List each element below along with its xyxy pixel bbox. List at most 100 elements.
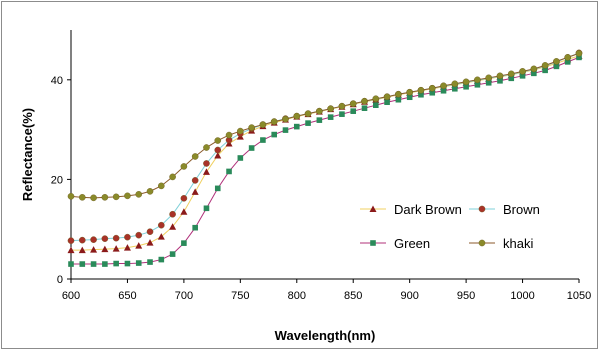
data-point [157, 233, 165, 240]
series-green [68, 54, 582, 267]
data-point [112, 234, 120, 242]
data-point [135, 242, 143, 249]
data-point [541, 62, 549, 69]
data-point [542, 67, 548, 74]
data-point [259, 121, 267, 128]
data-point [90, 246, 98, 253]
data-point [418, 91, 424, 98]
data-point [474, 76, 481, 84]
series-line [71, 56, 580, 265]
data-point [553, 58, 560, 65]
data-point [293, 123, 300, 130]
data-point [575, 50, 583, 57]
data-point [383, 93, 391, 101]
data-point [214, 137, 222, 144]
data-point [248, 124, 255, 131]
data-point [135, 231, 143, 239]
data-point [79, 261, 86, 267]
data-point [226, 168, 232, 175]
data-point [214, 151, 222, 159]
data-point [169, 173, 176, 181]
legend-marker [369, 205, 377, 212]
data-point [553, 63, 560, 70]
data-point [305, 120, 311, 126]
data-point [203, 205, 210, 212]
legend: Dark Brown Brown Green khaki [360, 202, 540, 251]
data-point [462, 78, 470, 86]
data-point [181, 240, 187, 246]
data-point [202, 168, 210, 175]
data-point [214, 146, 222, 154]
data-point [191, 188, 199, 195]
data-point [67, 246, 75, 254]
data-point [293, 112, 301, 120]
y-tick-label: 0 [57, 274, 63, 286]
data-point [350, 108, 357, 114]
data-point [361, 105, 368, 111]
data-point [146, 228, 154, 235]
data-point [214, 185, 221, 192]
x-tick-label: 850 [344, 290, 362, 302]
data-point [508, 75, 515, 82]
data-point [67, 237, 75, 244]
data-point [158, 221, 165, 229]
data-point [90, 236, 97, 243]
data-point [327, 114, 334, 120]
data-point [270, 118, 278, 125]
series-line [70, 52, 580, 199]
legend-marker [478, 205, 486, 213]
data-point [237, 155, 244, 161]
series-dark-brown [67, 52, 583, 254]
data-point [146, 239, 154, 246]
data-point [282, 115, 289, 123]
data-point [338, 102, 346, 110]
data-point [102, 261, 108, 267]
data-point [203, 144, 210, 151]
data-point [147, 259, 153, 265]
legend-item-brown: Brown [469, 202, 540, 217]
data-point [316, 107, 323, 115]
data-point [497, 77, 503, 84]
data-point [67, 193, 75, 200]
data-point [417, 86, 425, 94]
data-point [112, 245, 120, 252]
data-point [169, 251, 176, 257]
data-point [327, 105, 334, 112]
data-point [169, 210, 176, 218]
data-point [372, 95, 380, 103]
data-point [237, 127, 244, 135]
series-khaki [67, 50, 583, 202]
data-point [123, 244, 131, 251]
data-point [440, 87, 447, 94]
data-point [90, 194, 97, 202]
series-line [71, 55, 580, 251]
data-point [112, 193, 120, 201]
data-point [78, 246, 86, 254]
data-point [169, 223, 177, 230]
data-point [530, 65, 538, 73]
data-point [395, 90, 402, 98]
axes: 0 20 40 600 650 700 750 800 850 900 950 1000 1050 [51, 30, 591, 302]
data-point [349, 100, 357, 108]
legend-marker [478, 239, 486, 247]
data-point [282, 127, 289, 133]
data-point [124, 233, 131, 241]
data-point [361, 97, 368, 105]
data-point [135, 260, 142, 266]
x-tick-label: 1050 [567, 290, 591, 302]
y-axis-title: Reflectance(%) [20, 108, 35, 201]
data-point [180, 195, 188, 202]
data-point [158, 182, 165, 190]
data-point [507, 70, 515, 78]
data-point [124, 192, 131, 200]
legend-item-dark-brown: Dark Brown [360, 202, 462, 217]
data-point [78, 194, 86, 201]
x-tick-label: 800 [288, 290, 306, 302]
data-point [146, 188, 154, 195]
data-point [101, 194, 109, 201]
data-point [564, 54, 572, 61]
data-point [463, 83, 469, 90]
x-tick-label: 750 [231, 290, 249, 302]
data-point [113, 260, 119, 267]
